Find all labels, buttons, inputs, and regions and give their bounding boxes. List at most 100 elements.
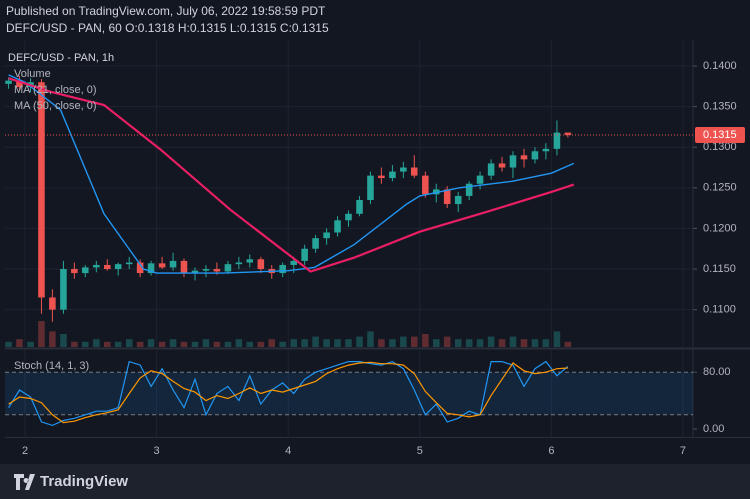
volume-bar (235, 339, 243, 347)
candle-body (542, 148, 550, 152)
stoch-line (8, 360, 569, 427)
candle-body (71, 269, 78, 274)
y-tick-label: 0.1250 (703, 182, 737, 194)
candle-body (422, 175, 429, 195)
candle-body (454, 195, 462, 205)
candle-body (476, 175, 484, 184)
x-tick-label: 2 (22, 445, 28, 457)
volume-bar (542, 339, 550, 347)
footer-logo: TradingView (40, 473, 128, 490)
volume-bar (509, 336, 517, 347)
x-tick-label: 4 (285, 445, 291, 457)
legend-title: DEFC/USD - PAN, 1h (8, 52, 114, 64)
volume-bar (422, 334, 429, 347)
candle-body (553, 132, 561, 149)
candle-body (60, 269, 67, 310)
volume-bar (432, 339, 440, 347)
candle-body (202, 269, 210, 271)
logo-icon (14, 474, 35, 490)
candle-body (389, 171, 396, 179)
volume-bar (169, 339, 177, 347)
y-tick-label: 0.1300 (703, 141, 737, 153)
volume-bar (498, 339, 506, 347)
x-tick-label: 7 (680, 445, 686, 457)
y-tick-label: 0.1100 (703, 304, 736, 316)
volume-bar (400, 336, 407, 347)
volume-bar (180, 341, 188, 347)
candle-body (378, 175, 385, 179)
volume-bar (520, 339, 528, 347)
candle-body (520, 155, 528, 160)
volume-bar (465, 339, 473, 347)
candle-body (367, 175, 374, 200)
last-price-label: 0.1315 (703, 129, 737, 141)
volume-bar (16, 339, 23, 347)
last-price-box (695, 127, 745, 144)
candle-body (16, 80, 23, 88)
volume-bar (246, 341, 254, 347)
y-tick-label: 0.1200 (703, 222, 737, 234)
candle-body (509, 155, 517, 168)
candle-body (125, 262, 133, 265)
candle-body (114, 264, 122, 270)
candle-body (213, 269, 221, 272)
volume-bar (213, 341, 221, 347)
volume-bar (410, 336, 418, 347)
candle-body (224, 264, 232, 272)
volume-bar (268, 339, 276, 347)
legend-entry: MA (21, close, 0) (14, 84, 97, 96)
volume-bar (301, 339, 308, 347)
candle-body (147, 263, 155, 274)
candle-body (531, 151, 539, 160)
volume-bar (553, 331, 561, 347)
candle-body (498, 163, 506, 168)
volume-bar (378, 339, 385, 347)
ma-line (8, 74, 575, 274)
volume-bar (323, 339, 330, 347)
volume-bar (334, 339, 341, 347)
candle-body (93, 264, 100, 268)
candle-body (345, 213, 352, 221)
volume-bar (71, 341, 78, 347)
volume-bar (356, 336, 363, 347)
candle-body (443, 189, 451, 205)
candle-body (81, 267, 89, 274)
candle-body (257, 259, 265, 270)
candle-body (465, 183, 473, 196)
candle-body (279, 264, 286, 274)
candle-body (334, 220, 341, 233)
x-tick-label: 6 (548, 445, 554, 457)
volume-bar (38, 321, 45, 347)
volume-bar (476, 339, 484, 347)
volume-bar (136, 341, 144, 347)
candle-body (246, 259, 254, 263)
candle-body (49, 297, 56, 310)
volume-bar (103, 341, 111, 347)
candle-body (158, 263, 166, 268)
volume-bar (49, 331, 56, 347)
legend-entry: MA (50, close, 0) (14, 100, 97, 112)
candle-body (191, 270, 199, 274)
volume-bar (147, 339, 155, 347)
volume-bar (191, 341, 199, 347)
candle-body (564, 132, 572, 136)
candle-body (169, 260, 177, 268)
volume-bar (454, 339, 462, 347)
volume-bar (114, 341, 122, 347)
candle-body (136, 262, 144, 274)
candle-body (5, 80, 12, 84)
volume-bar (224, 341, 232, 347)
stoch-line (8, 361, 568, 424)
volume-bar (158, 341, 166, 347)
volume-bar (389, 339, 396, 347)
candle-body (290, 260, 298, 265)
candle-body (180, 260, 188, 274)
candle-body (103, 264, 111, 270)
volume-bar (564, 341, 572, 347)
published-line: Published on TradingView.com, July 06, 2… (6, 4, 326, 18)
volume-bar (202, 339, 210, 347)
stoch-band (5, 372, 693, 415)
volume-bar (290, 339, 298, 347)
legend-entry: Volume (14, 68, 51, 80)
